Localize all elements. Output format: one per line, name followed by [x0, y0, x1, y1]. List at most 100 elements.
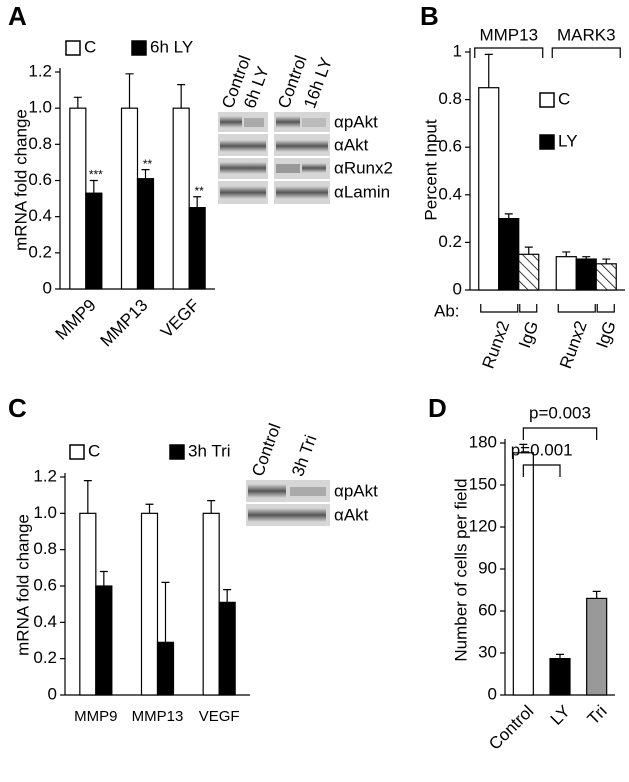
x-tick-label: MMP9	[52, 296, 100, 344]
y-tick-label: 0.4	[438, 184, 462, 203]
comparison-bracket	[522, 464, 561, 477]
error-bar	[193, 196, 202, 208]
y-tick-label: 0.2	[28, 242, 52, 261]
y-tick-label: 150	[469, 474, 497, 493]
antibody-bracket	[596, 304, 615, 313]
error-bar	[562, 251, 571, 257]
error-bar	[99, 570, 108, 586]
y-tick-label: 120	[469, 516, 497, 535]
x-tick-label: Tri	[584, 702, 611, 729]
error-bar	[83, 480, 92, 514]
bar	[218, 601, 236, 696]
error-bar	[504, 213, 513, 219]
bar	[95, 585, 113, 696]
antibody-bracket	[519, 304, 538, 313]
legend-swatch	[65, 40, 81, 56]
panel-letter: A	[8, 1, 27, 31]
y-tick-label: 0	[488, 684, 497, 703]
bar	[512, 452, 534, 696]
bar	[575, 258, 597, 291]
legend-swatch	[169, 444, 185, 460]
y-tick-label: 0	[453, 279, 462, 298]
blot-row-label: αAkt	[334, 505, 369, 524]
error-bar	[177, 84, 186, 109]
error-bar	[524, 246, 533, 255]
y-tick-label: 1.0	[28, 98, 52, 117]
y-tick-label: 180	[469, 432, 497, 451]
blot-row-label: αpAkt	[334, 112, 378, 131]
error-bar	[519, 443, 528, 453]
y-tick-label: 0.8	[438, 89, 462, 108]
bar	[586, 597, 608, 696]
bar	[549, 657, 571, 696]
legend-swatch	[539, 134, 555, 150]
error-bar	[556, 653, 564, 659]
error-bar	[582, 256, 591, 260]
antibody-tick-label: IgG	[592, 318, 619, 350]
x-tick-label: MMP9	[74, 708, 117, 725]
y-tick-label: 1	[453, 41, 462, 60]
legend-label: 3h Tri	[188, 441, 231, 460]
y-tick-label: 60	[478, 600, 497, 619]
group-label: MARK3	[557, 25, 616, 44]
blot-row-label: αRunx2	[334, 158, 393, 177]
legend-label: C	[558, 89, 570, 108]
bar	[136, 178, 155, 290]
y-axis-label: Percent Input	[421, 119, 440, 220]
error-bar	[89, 179, 98, 194]
y-tick-label: 0.6	[33, 575, 57, 594]
y-tick-label: 0	[48, 684, 57, 703]
antibody-tick-label: Runx2	[479, 318, 514, 371]
y-tick-label: 0.4	[33, 612, 57, 631]
y-tick-label: 30	[478, 642, 497, 661]
bar	[555, 256, 577, 291]
error-bar	[207, 500, 216, 514]
p-value-label: p=0.003	[529, 403, 591, 422]
y-tick-label: 0.2	[438, 232, 462, 251]
group-bracket	[551, 47, 621, 58]
significance-marker: ***	[89, 168, 103, 182]
blot-column-label: 3h Tri	[288, 432, 320, 478]
bar	[140, 512, 159, 696]
antibody-tick-label: IgG	[515, 318, 542, 350]
y-axis-label: mRNA fold change	[11, 109, 30, 251]
y-tick-label: 90	[478, 558, 497, 577]
error-bar	[141, 169, 150, 179]
comparison-bracket	[522, 427, 598, 440]
bar	[498, 218, 520, 291]
legend-label: 6h LY	[150, 37, 193, 56]
error-bar	[592, 590, 601, 599]
p-value-label: p=0.001	[511, 440, 573, 459]
error-bar	[223, 589, 232, 603]
legend-label: LY	[558, 131, 578, 150]
legend-swatch	[539, 92, 555, 108]
antibody-tick-label: Runx2	[556, 318, 591, 371]
x-tick-label: Control	[485, 702, 537, 754]
y-tick-label: 1.0	[33, 503, 57, 522]
antibody-label: Ab:	[434, 301, 460, 320]
y-tick-label: 0	[43, 278, 52, 297]
legend-swatch	[69, 444, 85, 460]
x-tick-label: VEGF	[199, 708, 240, 725]
blot-row-label: αAkt	[334, 135, 369, 154]
group-label: MMP13	[479, 25, 538, 44]
bar	[156, 641, 175, 696]
legend-label: C	[88, 441, 100, 460]
bar	[172, 107, 190, 290]
y-tick-label: 0.6	[28, 170, 52, 189]
error-bar	[161, 581, 170, 643]
antibody-bracket	[557, 304, 596, 313]
blot-row-label: αpAkt	[334, 481, 378, 500]
y-tick-label: 0.8	[28, 134, 52, 153]
group-bracket	[474, 47, 544, 58]
y-axis-label: mRNA fold change	[13, 514, 32, 656]
error-bar	[73, 96, 82, 109]
bar	[202, 512, 220, 696]
significance-marker: **	[143, 157, 153, 171]
error-bar	[145, 503, 154, 514]
bar	[518, 253, 540, 291]
error-bar	[125, 73, 134, 109]
y-tick-label: 0.8	[33, 539, 57, 558]
bar	[478, 87, 500, 291]
bar	[120, 107, 139, 290]
